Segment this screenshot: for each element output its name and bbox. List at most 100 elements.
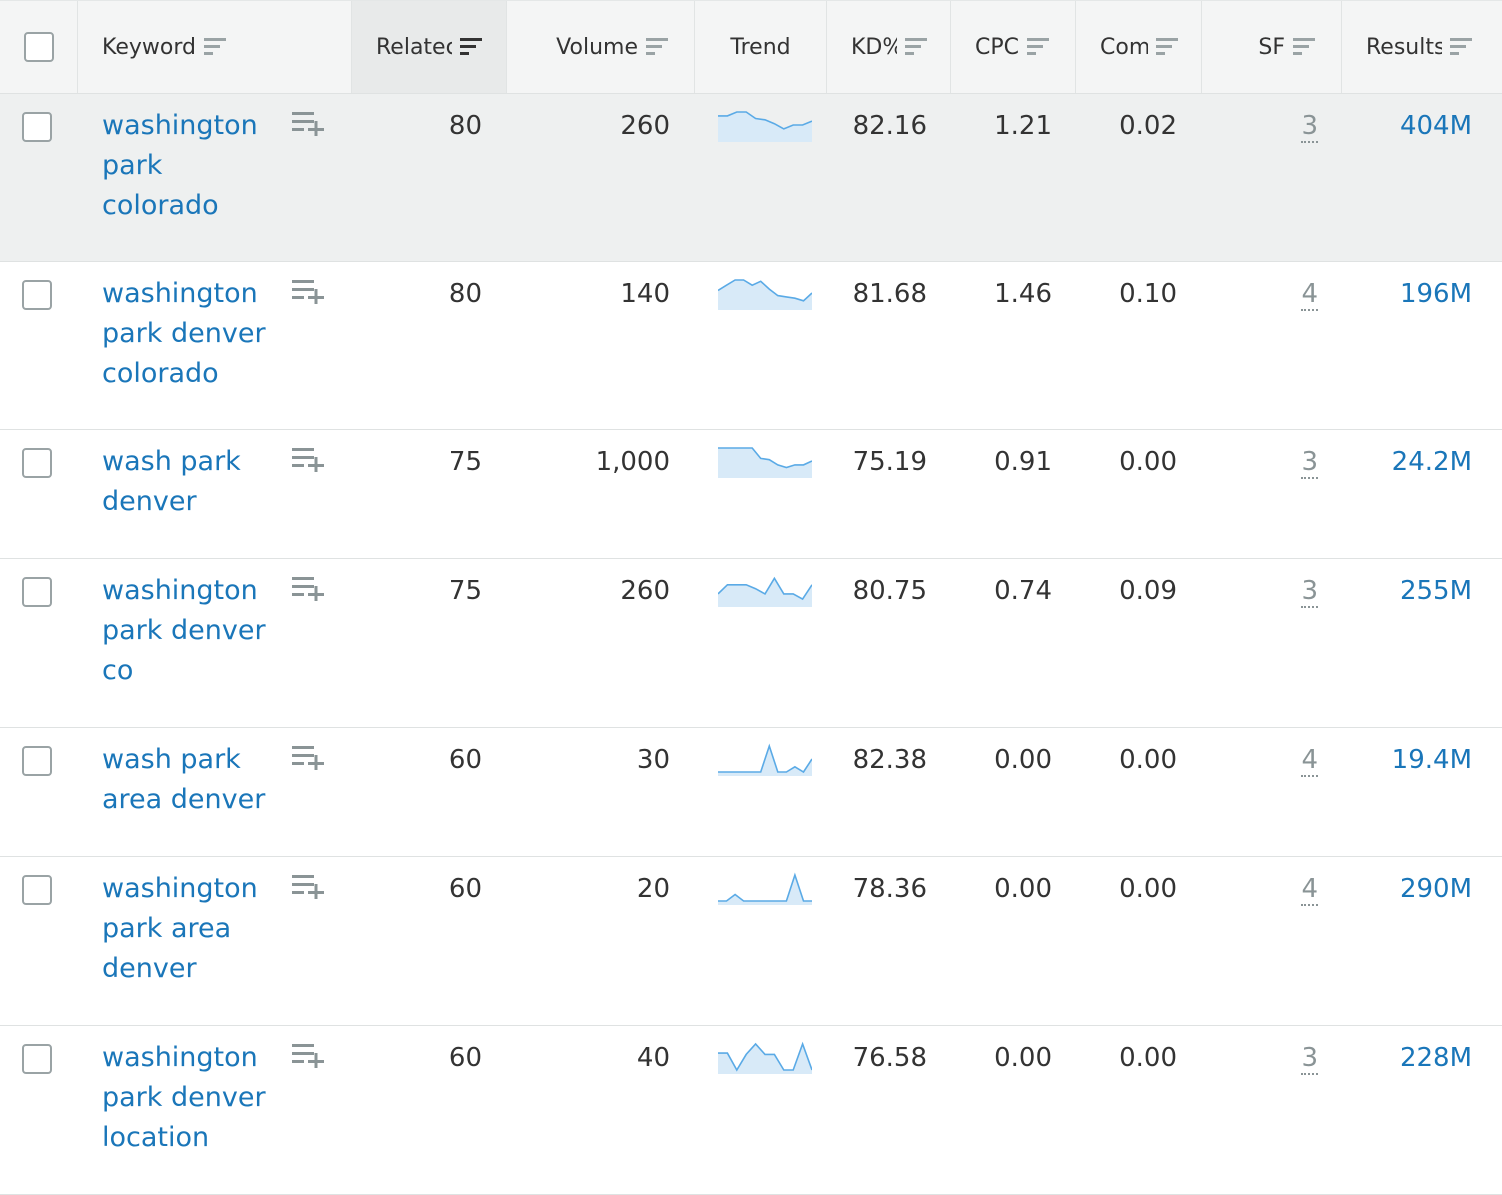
sf-value[interactable]: 3 (1288, 106, 1318, 146)
results-link[interactable]: 290M (1399, 874, 1472, 904)
cpc-value: 0.74 (994, 576, 1052, 606)
related-value: 75 (448, 576, 482, 606)
table-body: washington park colorado 80 260 82.16 1.… (0, 94, 1502, 1195)
add-to-list-icon[interactable] (292, 744, 326, 770)
table-row: wash park denver 75 1,000 75.19 0.91 0.0… (0, 430, 1502, 559)
kd-value: 78.36 (852, 874, 927, 904)
sort-icon[interactable] (905, 38, 927, 56)
results-link[interactable]: 196M (1399, 279, 1472, 309)
cpc-value: 1.46 (994, 279, 1052, 309)
results-link[interactable]: 228M (1399, 1043, 1472, 1073)
add-to-list-icon[interactable] (292, 110, 326, 136)
header-kd[interactable]: KD% (827, 1, 951, 93)
sf-count: 3 (1301, 447, 1318, 479)
trend-sparkline (718, 576, 812, 607)
header-select-cell (0, 1, 78, 93)
sf-count: 3 (1301, 576, 1318, 608)
trend-sparkline (718, 743, 812, 776)
header-keyword-label: Keyword (102, 34, 196, 60)
header-sf[interactable]: SF (1202, 1, 1342, 93)
sort-icon[interactable] (1156, 38, 1178, 56)
kd-value: 80.75 (852, 576, 927, 606)
header-com-label: Com (1100, 34, 1148, 60)
volume-value: 260 (620, 576, 670, 606)
header-cpc[interactable]: CPC (951, 1, 1076, 93)
row-checkbox[interactable] (22, 577, 52, 607)
com-value: 0.00 (1119, 874, 1177, 904)
trend-area (718, 448, 812, 478)
trend-line (718, 447, 812, 469)
sf-value[interactable]: 4 (1288, 274, 1318, 314)
cpc-value: 0.00 (994, 745, 1052, 775)
keyword-link[interactable]: washington park denver co (102, 575, 266, 686)
add-to-list-icon[interactable] (292, 575, 326, 601)
trend-line (718, 872, 812, 902)
select-all-checkbox[interactable] (23, 32, 54, 62)
kd-value: 81.68 (852, 279, 927, 309)
cpc-value: 0.00 (994, 874, 1052, 904)
results-link[interactable]: 19.4M (1391, 745, 1472, 775)
trend-sparkline (718, 872, 812, 905)
results-link[interactable]: 255M (1399, 576, 1472, 606)
sort-icon[interactable] (203, 38, 226, 56)
results-link[interactable]: 24.2M (1391, 447, 1472, 477)
header-volume[interactable]: Volume (507, 1, 695, 93)
add-to-list-icon[interactable] (292, 278, 326, 304)
table-row: wash park area denver 60 30 82.38 0.00 0… (0, 728, 1502, 857)
trend-area (718, 280, 812, 310)
header-results-label: Results (1366, 34, 1442, 60)
com-value: 0.09 (1119, 576, 1177, 606)
row-checkbox[interactable] (22, 1044, 52, 1074)
keyword-link[interactable]: washington park denver location (102, 1042, 266, 1153)
com-value: 0.02 (1119, 111, 1177, 141)
keyword-link[interactable]: washington park area denver (102, 873, 258, 984)
trend-area (718, 1044, 812, 1074)
cpc-value: 0.00 (994, 1043, 1052, 1073)
keyword-link[interactable]: wash park denver (102, 446, 241, 517)
sf-value[interactable]: 4 (1288, 740, 1318, 780)
row-checkbox[interactable] (22, 112, 52, 142)
sort-icon[interactable] (1293, 38, 1315, 56)
related-value: 60 (448, 1043, 482, 1073)
sort-icon[interactable] (646, 38, 668, 56)
keyword-link[interactable]: washington park denver colorado (102, 278, 266, 389)
header-com[interactable]: Com (1076, 1, 1202, 93)
sort-icon[interactable] (1027, 38, 1049, 56)
sort-icon[interactable] (460, 38, 482, 56)
trend-sparkline (718, 111, 812, 142)
table-row: washington park denver co 75 260 80.75 0… (0, 559, 1502, 728)
sf-value[interactable]: 3 (1288, 442, 1318, 482)
trend-line (718, 111, 812, 130)
row-checkbox[interactable] (22, 448, 52, 478)
sf-count: 4 (1301, 874, 1318, 906)
sort-icon[interactable] (1450, 38, 1472, 56)
results-link[interactable]: 404M (1399, 111, 1472, 141)
cpc-value: 0.91 (994, 447, 1052, 477)
volume-value: 140 (620, 279, 670, 309)
header-volume-label: Volume (556, 34, 638, 60)
header-kd-label: KD% (851, 34, 897, 60)
keyword-link[interactable]: wash park area denver (102, 744, 266, 815)
trend-line (718, 576, 812, 601)
sf-value[interactable]: 3 (1288, 571, 1318, 611)
sf-count: 3 (1301, 111, 1318, 143)
related-value: 80 (448, 279, 482, 309)
sf-value[interactable]: 3 (1288, 1038, 1318, 1078)
add-to-list-icon[interactable] (292, 873, 326, 899)
add-to-list-icon[interactable] (292, 1042, 326, 1068)
add-to-list-icon[interactable] (292, 446, 326, 472)
keyword-link[interactable]: washington park colorado (102, 110, 258, 221)
table-row: washington park denver location 60 40 76… (0, 1026, 1502, 1195)
sf-value[interactable]: 4 (1288, 869, 1318, 909)
header-results[interactable]: Results (1342, 1, 1502, 93)
row-checkbox[interactable] (22, 746, 52, 776)
header-related[interactable]: Relatec (352, 1, 507, 93)
trend-area (718, 875, 812, 905)
row-checkbox[interactable] (22, 280, 52, 310)
header-keyword[interactable]: Keyword (78, 1, 352, 93)
row-checkbox[interactable] (22, 875, 52, 905)
trend-sparkline (718, 1041, 812, 1074)
sf-count: 4 (1301, 745, 1318, 777)
volume-value: 30 (636, 745, 670, 775)
